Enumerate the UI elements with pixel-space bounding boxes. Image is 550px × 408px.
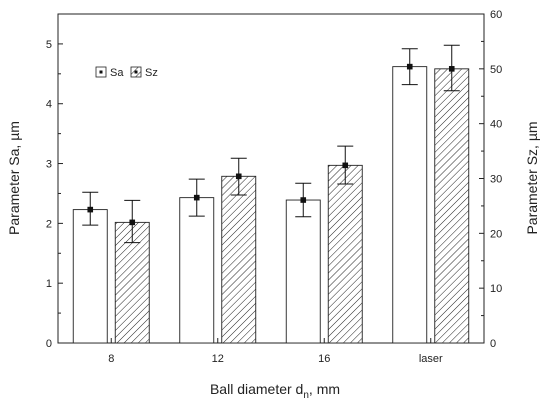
legend-label-sa: Sa: [110, 67, 124, 79]
mean-marker-sz: [235, 173, 242, 180]
bar-sz: [221, 175, 257, 344]
y-right-tick-label: 50: [490, 64, 502, 76]
mean-marker-sz: [342, 162, 349, 169]
y-right-tick-label: 60: [490, 9, 502, 21]
legend-label-sz: Sz: [145, 67, 158, 79]
bar-sa: [285, 199, 321, 344]
x-tick-label: 16: [318, 353, 330, 365]
legend-marker-sa: [99, 70, 103, 74]
y-left-tick-label: 2: [46, 218, 52, 230]
y-left-tick-label: 4: [46, 99, 52, 111]
x-axis-label-tail: , mm: [309, 381, 340, 397]
x-axis-label-subscript: n: [303, 390, 309, 401]
y-right-tick-label: 30: [490, 174, 502, 186]
legend: Sa Sz: [95, 66, 158, 79]
x-axis-label-main: Ball diameter d: [210, 381, 303, 397]
x-tick-label: laser: [419, 353, 443, 365]
bar-sa: [392, 66, 428, 344]
y-right-tick-label: 0: [490, 338, 496, 350]
mean-marker-sa: [300, 197, 307, 203]
x-tick-label: 8: [108, 353, 114, 365]
y-left-tick-label: 0: [46, 338, 52, 350]
mean-marker-sz: [448, 66, 455, 72]
bar-sa: [179, 197, 215, 344]
y-right-tick-label: 20: [490, 228, 502, 240]
y-right-tick-label: 10: [490, 283, 502, 295]
x-tick-label: 12: [212, 353, 224, 365]
bar-sa: [72, 209, 108, 344]
legend-marker-sz: [134, 70, 138, 74]
y-left-tick-label: 3: [46, 159, 52, 171]
mean-marker-sz: [129, 219, 136, 226]
y-axis-left-label: Parameter Sa, µm: [6, 121, 22, 235]
bar-sz: [327, 164, 363, 344]
mean-marker-sa: [406, 63, 413, 70]
y-axis-right-label: Parameter Sz, µm: [524, 121, 540, 234]
y-right-tick-label: 40: [490, 119, 502, 131]
mean-marker-sa: [87, 206, 94, 213]
mean-marker-sa: [193, 194, 200, 201]
y-left-tick-label: 1: [46, 278, 52, 290]
x-axis-label: Ball diameter dn, mm: [210, 381, 340, 401]
y-left-tick-label: 5: [46, 39, 52, 51]
bar-sz: [434, 68, 470, 344]
